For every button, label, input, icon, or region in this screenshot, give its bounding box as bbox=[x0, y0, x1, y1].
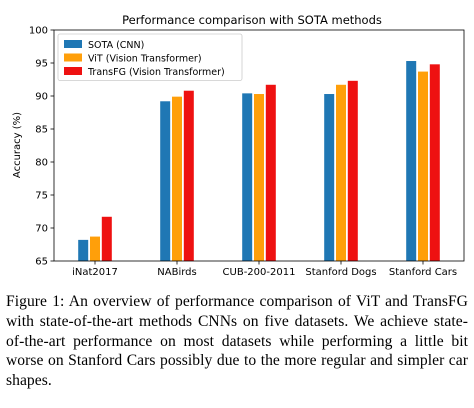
chart-title: Performance comparison with SOTA methods bbox=[122, 13, 382, 27]
bar-2-5 bbox=[418, 71, 428, 261]
legend-swatch-1 bbox=[64, 40, 82, 48]
y-tick-label: 70 bbox=[35, 224, 48, 235]
plot-frame bbox=[53, 29, 465, 262]
legend-swatch-3 bbox=[64, 67, 82, 75]
y-tick-label: 80 bbox=[35, 158, 48, 169]
bar-2-1 bbox=[90, 236, 100, 261]
y-tick-label: 65 bbox=[35, 257, 48, 268]
y-tick-label: 95 bbox=[35, 59, 48, 70]
bar-2-2 bbox=[172, 96, 182, 261]
bar-3-5 bbox=[429, 64, 440, 261]
y-tick-label: 90 bbox=[35, 92, 48, 103]
y-tick-label: 85 bbox=[35, 125, 48, 136]
x-tick-label: Stanford Dogs bbox=[305, 267, 376, 278]
x-tick-label: CUB-200-2011 bbox=[223, 267, 296, 278]
bar-2-4 bbox=[336, 84, 346, 261]
legend-box bbox=[57, 33, 243, 81]
y-tick-label: 75 bbox=[35, 191, 48, 202]
x-tick-label: iNat2017 bbox=[72, 267, 118, 278]
bar-1-1 bbox=[78, 239, 89, 261]
legend-label-2: ViT (Vision Transformer) bbox=[88, 54, 202, 65]
bar-3-2 bbox=[183, 90, 194, 261]
legend-swatch-2 bbox=[64, 53, 82, 62]
bar-1-4 bbox=[324, 94, 335, 262]
legend-label-1: SOTA (CNN) bbox=[88, 40, 144, 51]
x-tick-label: NABirds bbox=[157, 267, 196, 278]
bar-1-5 bbox=[406, 61, 417, 261]
x-tick-label: Stanford Cars bbox=[389, 267, 457, 278]
bar-2-3 bbox=[254, 94, 264, 262]
bar-1-2 bbox=[160, 101, 171, 261]
bar-3-3 bbox=[265, 84, 276, 261]
bar-3-1 bbox=[101, 216, 112, 261]
bar-3-4 bbox=[347, 80, 358, 261]
y-axis-label: Accuracy (%) bbox=[12, 112, 23, 178]
legend-label-3: TransFG (Vision Transformer) bbox=[87, 67, 225, 78]
plot-area: iNat2017 NABirds CUB-200-2011 Stanford Dogs… bbox=[29, 26, 465, 278]
bar-1-3 bbox=[242, 93, 253, 261]
bar-chart: Performance comparison with SOTA methods… bbox=[12, 13, 465, 278]
y-tick-label: 100 bbox=[29, 26, 48, 37]
figure-caption: Figure 1: An overview of performance com… bbox=[6, 293, 468, 390]
